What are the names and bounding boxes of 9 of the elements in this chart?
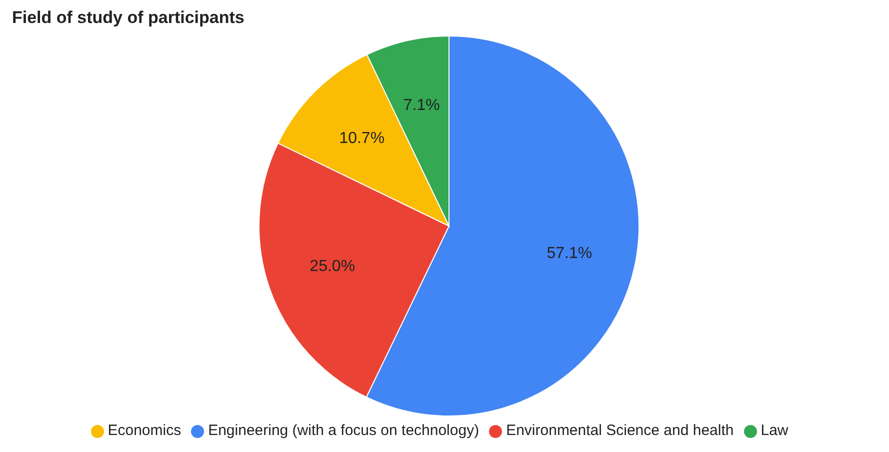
data-label: 25.0% (310, 258, 356, 276)
data-label: 10.7% (339, 130, 385, 147)
legend-label: Economics (108, 422, 182, 439)
chart-title: Field of study of participants (12, 8, 244, 28)
legend-label: Environmental Science and health (506, 422, 734, 439)
data-label: 57.1% (546, 245, 592, 262)
legend-label: Law (760, 422, 788, 439)
data-label: 7.1% (403, 97, 440, 114)
legend-label: Engineering (with a focus on technology) (208, 422, 480, 439)
